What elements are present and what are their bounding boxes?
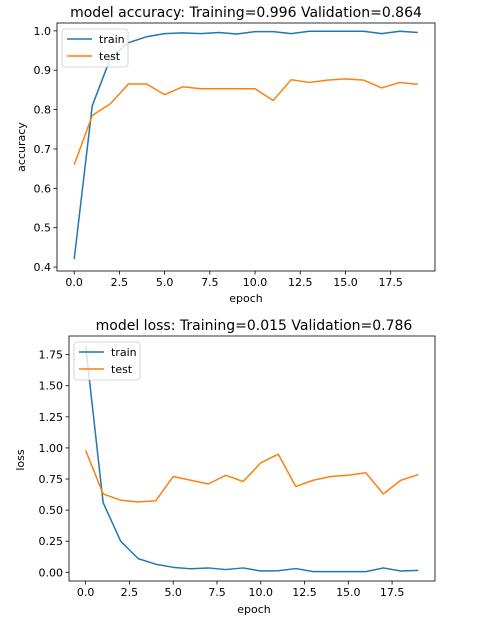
loss-y-ticks: 0.00 0.25 0.50 0.75 1.00 1.25 1.50 1.75 — [39, 349, 69, 579]
accuracy-legend-train-label: train — [99, 33, 125, 46]
accuracy-x-tick-label: 17.5 — [378, 276, 403, 289]
loss-axes-frame — [68, 335, 436, 582]
loss-plot-area — [84, 345, 419, 573]
accuracy-legend-test-label: test — [99, 50, 121, 63]
accuracy-x-tick-label: 10.0 — [243, 276, 268, 289]
loss-x-tick-label: 10.0 — [249, 586, 274, 599]
loss-test-line — [84, 450, 419, 503]
accuracy-x-ticks: 0.0 2.5 5.0 7.5 10.0 12.5 15.0 17.5 — [65, 271, 403, 289]
accuracy-plot-area — [73, 30, 418, 260]
accuracy-legend: train test — [61, 28, 129, 68]
accuracy-train-line — [73, 30, 418, 260]
accuracy-y-tick-label: 0.4 — [34, 261, 52, 274]
accuracy-y-tick-label: 0.8 — [34, 104, 52, 117]
loss-y-tick-label: 0.25 — [39, 535, 64, 548]
loss-y-axis-label: loss — [14, 449, 27, 471]
loss-x-tick-label: 7.5 — [208, 586, 226, 599]
loss-legend-train-label: train — [111, 346, 137, 359]
accuracy-test-line — [73, 78, 418, 165]
loss-y-tick-label: 1.00 — [39, 442, 64, 455]
accuracy-x-tick-label: 5.0 — [156, 276, 174, 289]
accuracy-x-tick-label: 0.0 — [65, 276, 83, 289]
accuracy-y-tick-label: 0.9 — [34, 64, 52, 77]
accuracy-y-tick-label: 0.7 — [34, 143, 52, 156]
loss-y-tick-label: 1.75 — [39, 349, 64, 362]
loss-x-tick-label: 15.0 — [336, 586, 361, 599]
accuracy-x-tick-label: 2.5 — [111, 276, 129, 289]
loss-y-tick-label: 0.50 — [39, 504, 64, 517]
loss-chart: model loss: Training=0.015 Validation=0.… — [14, 318, 436, 616]
loss-x-axis-label: epoch — [237, 603, 271, 616]
loss-x-tick-label: 12.5 — [292, 586, 317, 599]
loss-x-tick-label: 2.5 — [121, 586, 139, 599]
accuracy-axes-frame — [56, 22, 436, 272]
loss-chart-title: model loss: Training=0.015 Validation=0.… — [96, 318, 413, 334]
loss-y-tick-label: 1.25 — [39, 411, 64, 424]
accuracy-x-tick-label: 12.5 — [288, 276, 313, 289]
loss-y-tick-label: 0.00 — [39, 566, 64, 579]
loss-legend-test-label: test — [111, 363, 133, 376]
accuracy-chart-title: model accuracy: Training=0.996 Validatio… — [70, 5, 422, 21]
accuracy-y-tick-label: 0.5 — [34, 222, 52, 235]
loss-x-tick-label: 0.0 — [77, 586, 95, 599]
accuracy-y-axis-label: accuracy — [15, 122, 28, 172]
loss-x-ticks: 0.0 2.5 5.0 7.5 10.0 12.5 15.0 17.5 — [77, 581, 404, 599]
loss-legend: train test — [73, 341, 141, 381]
accuracy-x-tick-label: 15.0 — [333, 276, 358, 289]
accuracy-x-axis-label: epoch — [229, 292, 263, 305]
loss-x-tick-label: 5.0 — [164, 586, 182, 599]
loss-y-tick-label: 1.50 — [39, 380, 64, 393]
accuracy-y-tick-label: 0.6 — [34, 182, 52, 195]
loss-x-tick-label: 17.5 — [380, 586, 405, 599]
loss-y-tick-label: 0.75 — [39, 473, 64, 486]
loss-train-line — [84, 345, 419, 573]
accuracy-x-tick-label: 7.5 — [201, 276, 219, 289]
accuracy-y-ticks: 0.4 0.5 0.6 0.7 0.8 0.9 1.0 — [34, 25, 57, 274]
accuracy-chart: model accuracy: Training=0.996 Validatio… — [15, 5, 436, 305]
accuracy-y-tick-label: 1.0 — [34, 25, 52, 38]
